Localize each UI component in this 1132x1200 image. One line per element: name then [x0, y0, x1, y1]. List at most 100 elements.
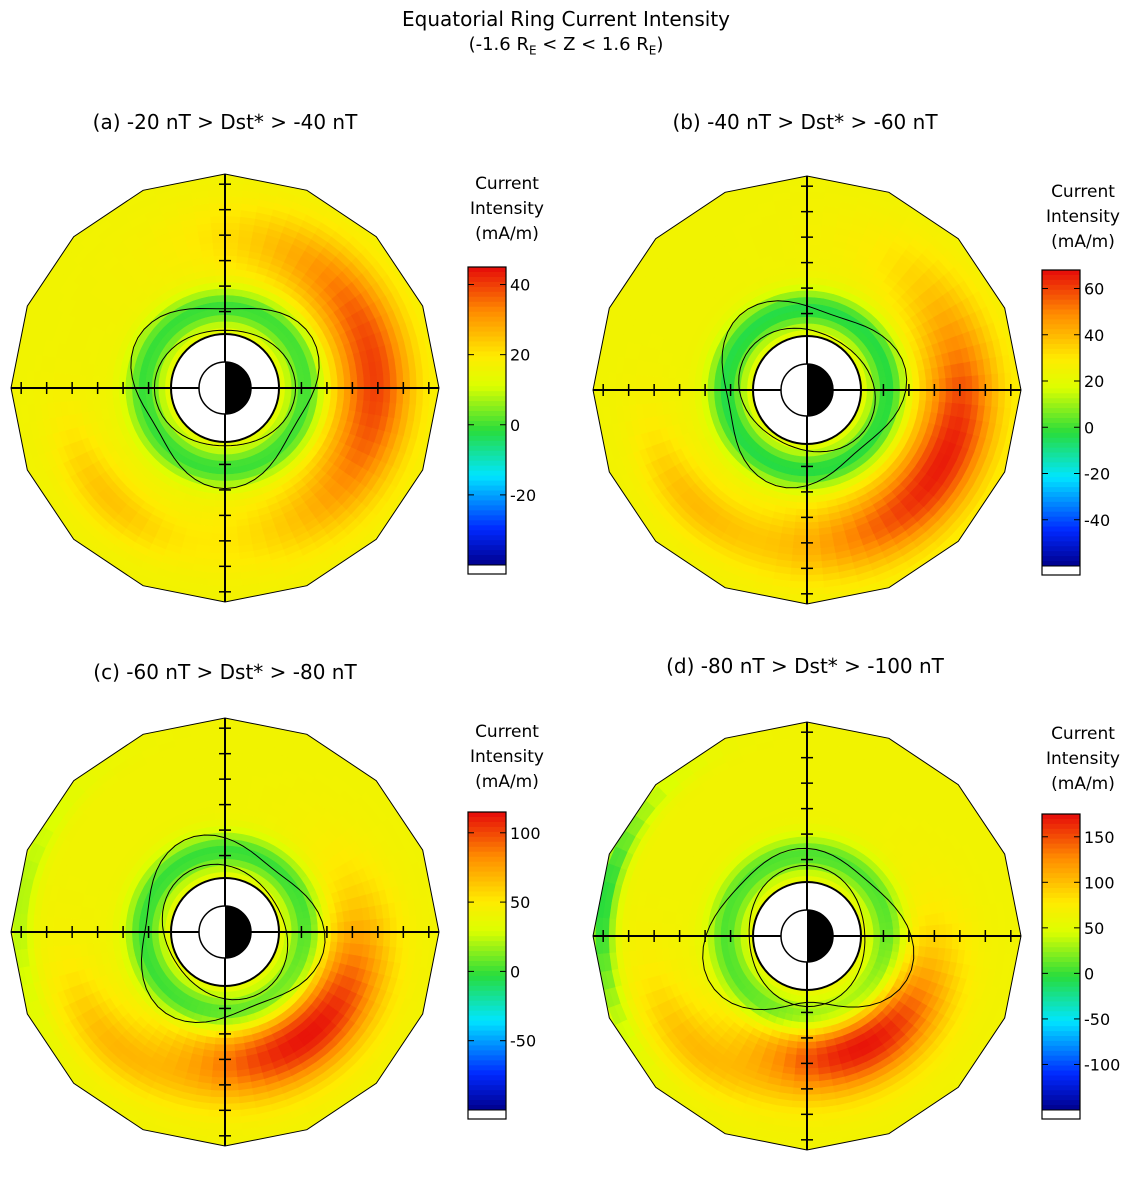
colorbar-step: [1042, 349, 1080, 355]
colorbar-step: [468, 1050, 506, 1056]
colorbar-step: [468, 486, 506, 492]
colorbar-step: [468, 356, 506, 362]
colorbar-step: [468, 337, 506, 343]
colorbar-step: [1042, 418, 1080, 424]
colorbar-step: [1042, 295, 1080, 301]
colorbar-step: [1042, 1006, 1080, 1012]
colorbar-step: [468, 887, 506, 893]
colorbar-step: [468, 530, 506, 536]
colorbar-step: [1042, 329, 1080, 335]
colorbar-step: [1042, 1061, 1080, 1067]
colorbar-step: [468, 342, 506, 348]
colorbar-step: [1042, 1026, 1080, 1032]
colorbar-step: [1042, 443, 1080, 449]
colorbar-step: [1042, 482, 1080, 488]
colorbar-step: [468, 525, 506, 531]
colorbar-step: [468, 535, 506, 541]
colorbar-step: [1042, 309, 1080, 315]
colorbar-tick-label: 40: [1084, 326, 1104, 345]
colorbar-tick-label: 50: [510, 893, 530, 912]
colorbar-step: [1042, 977, 1080, 983]
colorbar-step: [1042, 853, 1080, 859]
colorbar-step: [1042, 413, 1080, 419]
colorbar-step: [468, 812, 506, 818]
colorbar-step: [1042, 893, 1080, 899]
colorbar-step: [468, 426, 506, 432]
colorbar-step: [1042, 972, 1080, 978]
colorbar-step: [1042, 888, 1080, 894]
colorbar-step: [1042, 868, 1080, 874]
colorbar-step: [468, 1006, 506, 1012]
colorbar-tick-label: -50: [1084, 1010, 1110, 1029]
colorbar-step: [468, 872, 506, 878]
colorbar-step: [1042, 962, 1080, 968]
colorbar-step: [1042, 829, 1080, 835]
colorbar-step: [1042, 819, 1080, 825]
colorbar-step: [1042, 522, 1080, 528]
colorbar-step: [468, 456, 506, 462]
colorbar-step: [468, 1026, 506, 1032]
figure-title: Equatorial Ring Current Intensity (-1.6 …: [0, 6, 1132, 64]
colorbar-step: [468, 406, 506, 412]
colorbar-step: [468, 867, 506, 873]
colorbar-step: [468, 461, 506, 467]
colorbar-tick-label: -40: [1084, 511, 1110, 530]
colorbar-step: [1042, 903, 1080, 909]
colorbar-step: [468, 827, 506, 833]
colorbar-step: [468, 961, 506, 967]
colorbar-step: [468, 966, 506, 972]
colorbar-step: [1042, 1051, 1080, 1057]
colorbar-step: [1042, 492, 1080, 498]
colorbar-step: [1042, 438, 1080, 444]
colorbar-step: [468, 545, 506, 551]
colorbar-step: [468, 510, 506, 516]
colorbar-tick-label: 100: [510, 824, 541, 843]
colorbar-step: [468, 882, 506, 888]
colorbar-step: [468, 817, 506, 823]
colorbar-tick-label: 20: [510, 346, 530, 365]
colorbar-step: [1042, 952, 1080, 958]
colorbar-tick-label: 0: [510, 416, 520, 435]
colorbar-step: [1042, 992, 1080, 998]
colorbar-step: [1042, 551, 1080, 557]
colorbar-tick-label: 40: [510, 276, 530, 295]
colorbar-step: [468, 381, 506, 387]
colorbar-step: [468, 317, 506, 323]
colorbar-step: [1042, 1011, 1080, 1017]
colorbar-step: [1042, 487, 1080, 493]
colorbar-step: [468, 822, 506, 828]
colorbar-step: [468, 936, 506, 942]
colorbar-step: [468, 926, 506, 932]
colorbar-step: [1042, 300, 1080, 306]
colorbar-step: [468, 1011, 506, 1017]
colorbar-step: [1042, 1080, 1080, 1086]
colorbar-step: [468, 505, 506, 511]
colorbar-step: [468, 441, 506, 447]
colorbar-step: [1042, 913, 1080, 919]
colorbar-step: [1042, 280, 1080, 286]
colorbar-step: [468, 1095, 506, 1101]
colorbar-step: [468, 986, 506, 992]
colorbar-step: [468, 431, 506, 437]
colorbar-step: [1042, 448, 1080, 454]
colorbar-step: [468, 371, 506, 377]
colorbar-step: [1042, 1095, 1080, 1101]
colorbar-step: [468, 1080, 506, 1086]
colorbar-step: [468, 1040, 506, 1046]
colorbar-step: [1042, 462, 1080, 468]
colorbar-step: [1042, 1100, 1080, 1106]
colorbar-step: [468, 1021, 506, 1027]
colorbar-step: [468, 481, 506, 487]
colorbar-step: [1042, 546, 1080, 552]
colorbar-step: [1042, 354, 1080, 360]
colorbar-step: [1042, 957, 1080, 963]
colorbar-step: [468, 307, 506, 313]
colorbar-tick-label: -20: [1084, 465, 1110, 484]
colorbar-step: [1042, 344, 1080, 350]
colorbar-step: [1042, 908, 1080, 914]
